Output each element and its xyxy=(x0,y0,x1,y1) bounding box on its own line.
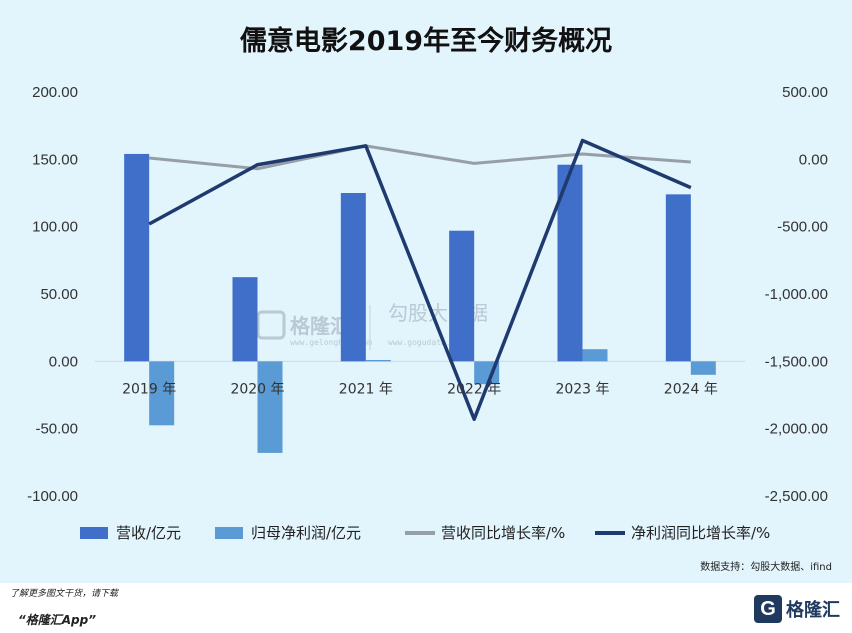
x-tick-label: 2019 年 xyxy=(122,381,176,397)
left-axis: 200.00 150.00 100.00 50.00 0.00 -50.00 -100.00 xyxy=(27,84,78,505)
legend-swatch xyxy=(80,527,108,539)
bar-revenue xyxy=(124,153,150,362)
line-net-profit-growth xyxy=(148,138,692,421)
right-tick-label: -2,000.00 xyxy=(765,421,828,438)
footer-app-name: “格隆汇App” xyxy=(18,613,96,627)
legend-label: 归母净利润/亿元 xyxy=(251,524,361,542)
legend-swatch xyxy=(215,527,243,539)
bar-revenue xyxy=(340,193,366,362)
line-series xyxy=(148,138,692,421)
right-tick-label: 0.00 xyxy=(799,151,828,168)
left-tick-label: 150.00 xyxy=(32,151,78,168)
x-axis: 2019 年 2020 年 2021 年 2022 年 2023 年 2024 年 xyxy=(122,381,718,397)
x-tick-label: 2020 年 xyxy=(230,381,284,397)
legend-label: 营收/亿元 xyxy=(116,524,181,542)
bar-net-profit xyxy=(582,349,608,362)
bar-revenue xyxy=(449,230,475,362)
chart-title: 儒意电影2019年至今财务概况 xyxy=(240,25,612,57)
x-tick-label: 2023 年 xyxy=(555,381,609,397)
left-tick-label: 100.00 xyxy=(32,219,78,236)
logo-text: 格隆汇 xyxy=(786,600,840,621)
right-tick-label: -1,000.00 xyxy=(765,286,828,303)
watermark-right-site: www.gogudata.com xyxy=(388,338,465,347)
left-tick-label: -100.00 xyxy=(27,488,78,505)
left-tick-label: 0.00 xyxy=(49,353,78,370)
watermark-brand: 格隆汇 xyxy=(290,314,350,338)
bar-net-profit xyxy=(690,361,716,375)
right-tick-label: -2,500.00 xyxy=(765,488,828,505)
right-axis: 500.00 0.00 -500.00 -1,000.00 -1,500.00 -2,00… xyxy=(765,84,828,505)
left-tick-label: 50.00 xyxy=(40,286,78,303)
bar-revenue xyxy=(665,194,691,362)
legend: 营收/亿元 归母净利润/亿元 营收同比增长率/% 净利润同比增长率/% xyxy=(80,524,770,542)
logo-icon: G xyxy=(754,595,782,623)
x-tick-label: 2024 年 xyxy=(664,381,718,397)
x-tick-label: 2022 年 xyxy=(447,381,501,397)
footer-left: 了解更多图文干货，请下载 “格隆汇App” xyxy=(10,586,118,628)
x-tick-label: 2021 年 xyxy=(339,381,393,397)
legend-label: 净利润同比增长率/% xyxy=(631,524,770,542)
watermark-logo-icon xyxy=(256,310,286,340)
bar-net-profit xyxy=(257,361,283,453)
right-tick-label: -1,500.00 xyxy=(765,353,828,370)
bar-net-profit xyxy=(149,361,175,426)
bar-net-profit xyxy=(365,359,391,362)
footer-note: 了解更多图文干货，请下载 xyxy=(10,589,119,599)
left-tick-label: -50.00 xyxy=(35,421,78,438)
left-tick-label: 200.00 xyxy=(32,84,78,101)
footer-logo: G 格隆汇 xyxy=(754,595,840,623)
right-tick-label: 500.00 xyxy=(782,84,828,101)
legend-label: 营收同比增长率/% xyxy=(441,524,565,542)
bar-revenue xyxy=(232,277,258,362)
watermark-site: www.gelonghui.com xyxy=(290,338,372,347)
source-text: 数据支持：勾股大数据、ifind xyxy=(700,560,832,573)
line-revenue-growth xyxy=(149,144,691,171)
right-tick-label: -500.00 xyxy=(777,219,828,236)
bar-series xyxy=(124,153,716,453)
